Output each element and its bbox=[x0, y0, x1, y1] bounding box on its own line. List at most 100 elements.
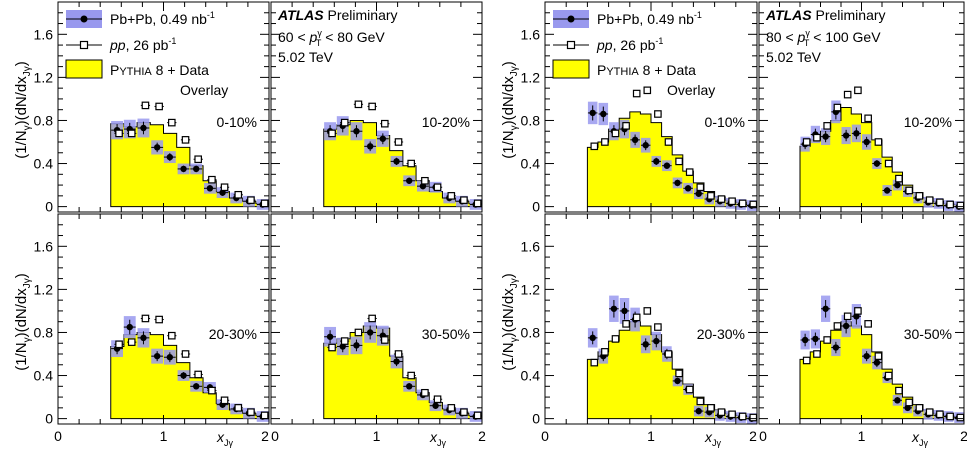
pbpb-point bbox=[610, 305, 618, 312]
svg-text:60 < pγT < 80 GeV: 60 < pγ T < 80 GeV bbox=[278, 28, 385, 48]
pbpb-point bbox=[853, 130, 860, 137]
y-axis-title-bottom-right: (1/Nγ)(dN/dxJγ) bbox=[500, 273, 520, 371]
pbpb-point bbox=[432, 402, 439, 409]
pp-point bbox=[328, 129, 336, 138]
y-axis-title-top-left: (1/Nγ)(dN/dxJγ) bbox=[13, 61, 33, 159]
pp-point bbox=[925, 408, 934, 416]
pp-point bbox=[813, 133, 821, 142]
pp-point bbox=[717, 408, 726, 416]
pp-point bbox=[664, 138, 673, 146]
y-tick-label: 0.4 bbox=[521, 156, 541, 172]
pp-point bbox=[368, 102, 376, 111]
pp-point bbox=[368, 314, 376, 323]
y-tick-label: 0.4 bbox=[521, 368, 541, 384]
pp-point bbox=[460, 196, 468, 204]
pbpb-point bbox=[684, 185, 692, 192]
pbpb-point bbox=[653, 158, 660, 165]
pbpb-point bbox=[353, 342, 360, 349]
svg-text:5.02 TeV: 5.02 TeV bbox=[766, 49, 822, 65]
pp-point bbox=[749, 413, 757, 422]
pbpb-point bbox=[366, 329, 374, 336]
legend-pp-marker bbox=[79, 40, 89, 50]
pp-point bbox=[611, 129, 620, 138]
pbpb-point bbox=[589, 109, 596, 117]
pbpb-point bbox=[663, 162, 671, 169]
pp-point bbox=[833, 322, 842, 330]
pp-point bbox=[181, 350, 190, 358]
pbpb-point bbox=[140, 334, 147, 342]
pbpb-point bbox=[873, 160, 881, 167]
pbpb-point bbox=[822, 133, 829, 140]
pp-point bbox=[260, 411, 269, 420]
pp-point bbox=[181, 136, 190, 144]
svg-text:ATLAS Preliminary: ATLAS Preliminary bbox=[277, 7, 398, 23]
pbpb-point bbox=[653, 337, 660, 345]
pp-point bbox=[675, 157, 683, 166]
pp-point bbox=[915, 192, 924, 200]
pp-point bbox=[394, 138, 403, 146]
centrality-label: 20-30% bbox=[209, 326, 257, 342]
legend-overlay-label: Overlay bbox=[180, 82, 228, 98]
y-tick-label: 1.6 bbox=[521, 26, 541, 42]
pp-point bbox=[141, 101, 150, 110]
pp-point bbox=[707, 404, 715, 412]
pbpb-point bbox=[642, 142, 649, 149]
centrality-label: 0-10% bbox=[705, 114, 745, 130]
pp-point bbox=[328, 343, 336, 352]
plot-area bbox=[586, 86, 757, 211]
pbpb-point bbox=[366, 143, 374, 150]
pp-point bbox=[473, 411, 482, 420]
pbpb-point bbox=[801, 336, 809, 344]
pp-point bbox=[421, 388, 429, 397]
pp-point bbox=[632, 313, 641, 322]
pp-point bbox=[127, 129, 136, 138]
pp-point bbox=[194, 155, 202, 164]
pp-point bbox=[802, 356, 811, 365]
pp-point bbox=[946, 412, 954, 421]
pbpb-point bbox=[393, 358, 400, 365]
pbpb-point bbox=[326, 333, 334, 340]
atlas-header-left: ATLAS Preliminary 60 < pγ T < 80 GeV 5.02… bbox=[277, 7, 398, 65]
pp-point bbox=[843, 90, 852, 99]
panels-layer: 0 0.4 0.8 1.2 1.6 0-10% 10-20% 0 0.4 0.8 1.2 1.6 0-1… bbox=[34, 1, 967, 448]
svg-text:PYTHIA 8 + Data: PYTHIA 8 + Data bbox=[110, 62, 209, 78]
panel-7: 0 1 2 xJγ 30-50% bbox=[758, 213, 967, 448]
panel-5: 0 1 2 xJγ 30-50% bbox=[270, 213, 486, 448]
pp-point bbox=[354, 328, 363, 337]
pp-point bbox=[247, 196, 255, 204]
x-tick-label: 2 bbox=[478, 428, 486, 444]
plot-area bbox=[586, 295, 757, 424]
pbpb-point bbox=[406, 177, 413, 184]
legend-right: Pb+Pb, 0.49 nb-1 pp, 26 pb-1 PYTHIA 8 + … bbox=[552, 10, 715, 98]
pp-point bbox=[622, 320, 630, 328]
pbpb-point bbox=[812, 335, 819, 343]
pp-point bbox=[141, 314, 150, 323]
y-tick-label: 0.8 bbox=[34, 112, 54, 128]
svg-text:pp, 26 pb-1: pp, 26 pb-1 bbox=[109, 36, 176, 53]
pbpb-point bbox=[642, 341, 649, 348]
pp-point bbox=[864, 320, 872, 328]
y-tick-label: 1.2 bbox=[521, 281, 541, 297]
pbpb-point bbox=[153, 144, 161, 151]
pbpb-point bbox=[600, 110, 607, 118]
pp-point bbox=[220, 396, 229, 405]
x-tick-label: 1 bbox=[160, 428, 168, 444]
y-tick-label: 1.2 bbox=[34, 281, 54, 297]
centrality-label: 0-10% bbox=[217, 114, 257, 130]
pp-point bbox=[194, 370, 202, 379]
pp-point bbox=[590, 358, 599, 367]
plot-area bbox=[799, 295, 964, 423]
pbpb-point bbox=[695, 190, 702, 197]
pp-point bbox=[833, 103, 842, 112]
x-tick-label: 1 bbox=[647, 428, 655, 444]
x-tick-label: 0 bbox=[759, 428, 767, 444]
x-tick-label: 1 bbox=[858, 428, 866, 444]
pp-point bbox=[946, 200, 954, 209]
legend-pbpb-marker bbox=[80, 15, 88, 23]
pbpb-point bbox=[153, 352, 161, 360]
pp-point bbox=[854, 307, 862, 315]
pp-point bbox=[696, 183, 705, 192]
pbpb-point bbox=[180, 372, 187, 379]
pbpb-point bbox=[126, 323, 133, 331]
pp-point bbox=[874, 138, 883, 146]
